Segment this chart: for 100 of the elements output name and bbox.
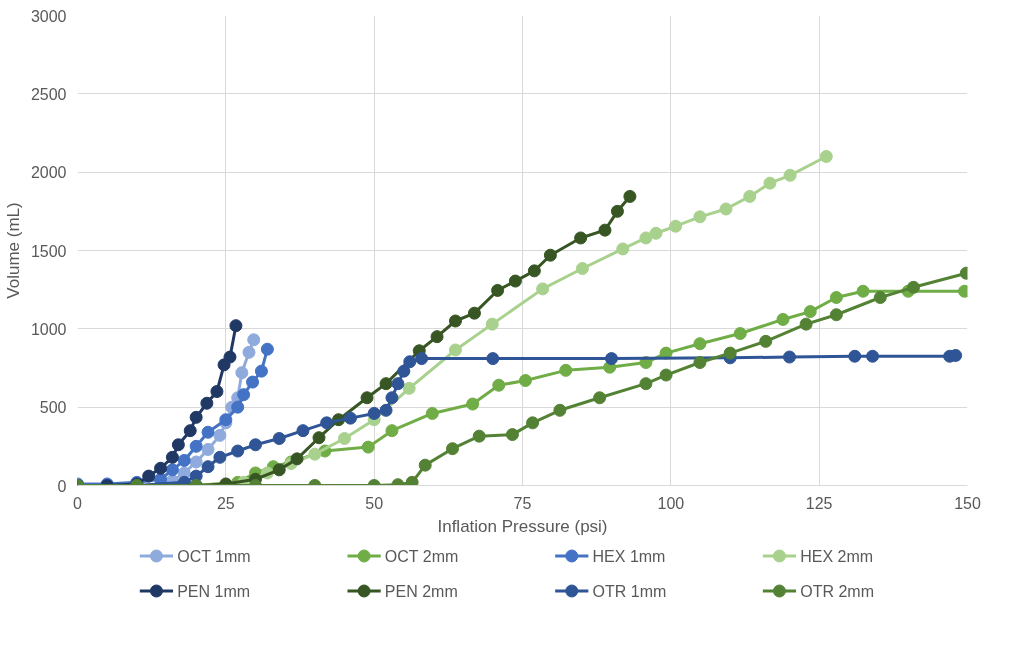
point [733,327,747,341]
point [605,352,618,366]
point [759,334,773,348]
point [343,411,357,425]
y-tick-label: 1500 [30,242,67,260]
point [518,374,532,388]
x-axis-title: Inflation Pressure (psi) [437,516,608,536]
x-tick-label: 150 [954,494,981,512]
point [829,291,843,304]
point [492,378,506,392]
point [249,438,262,452]
point [235,366,249,380]
point [610,204,624,218]
point [379,403,393,417]
point [201,460,215,474]
point [385,424,399,438]
point [246,375,260,389]
point [403,355,417,369]
x-tick-label: 100 [657,494,685,512]
point [200,396,214,410]
legend-label: HEX 1mm [592,547,666,565]
point [907,280,921,294]
point [189,410,203,424]
legend-label: OTR 1mm [592,582,667,600]
point [254,364,268,378]
point [247,333,261,347]
point [229,319,243,333]
point [559,363,573,377]
point [448,314,462,328]
point [308,447,322,461]
point [593,391,607,405]
point [397,364,411,378]
x-tick-label: 25 [216,494,235,512]
y-tick-label: 3000 [30,7,67,25]
point [598,223,612,237]
y-tick-label: 2000 [30,164,67,182]
point [491,283,505,297]
y-tick-label: 0 [57,477,67,495]
y-tick-label: 2500 [30,85,67,103]
point [527,264,541,278]
point [536,282,550,296]
point [210,385,224,398]
point [575,262,589,275]
point [659,368,673,382]
point [866,349,880,363]
point [803,305,817,319]
point [231,400,245,414]
point [183,424,197,438]
legend-label: PEN 1mm [177,582,251,600]
point [639,231,653,245]
point [361,440,375,454]
point [360,391,374,405]
x-tick-label: 0 [73,494,83,512]
point [639,377,653,391]
point [669,219,683,233]
point [616,242,630,256]
point [693,210,707,224]
legend-label: OCT 1mm [177,547,251,565]
point [873,291,887,304]
point [448,343,462,357]
legend-label: OCT 2mm [384,547,459,565]
point [508,274,522,288]
point [154,461,168,475]
x-tick-label: 50 [365,494,384,512]
point [763,176,777,190]
point [553,403,567,417]
point [189,455,203,469]
point [526,416,540,430]
point [213,428,227,442]
point [848,349,862,363]
point [693,356,707,369]
point [260,342,274,356]
point [237,388,251,402]
point [231,444,245,458]
point [379,377,393,391]
point [405,475,419,486]
point [312,431,326,445]
point [472,429,486,443]
point [649,226,663,240]
point [799,317,813,331]
point [693,337,707,351]
point [296,424,310,438]
point [467,306,481,320]
point [223,350,237,364]
legend-label: HEX 2mm [800,547,874,565]
point [290,452,304,466]
point [171,438,185,452]
point [723,346,737,360]
point [272,432,286,445]
point [391,377,405,391]
y-tick-label: 1000 [30,320,67,338]
point [418,458,432,472]
point [574,231,588,245]
point [201,425,215,439]
legend-label: OTR 2mm [800,582,874,600]
point [272,463,286,477]
point [719,202,733,216]
point [402,381,416,395]
point [320,416,334,430]
y-tick-label: 500 [39,399,67,417]
